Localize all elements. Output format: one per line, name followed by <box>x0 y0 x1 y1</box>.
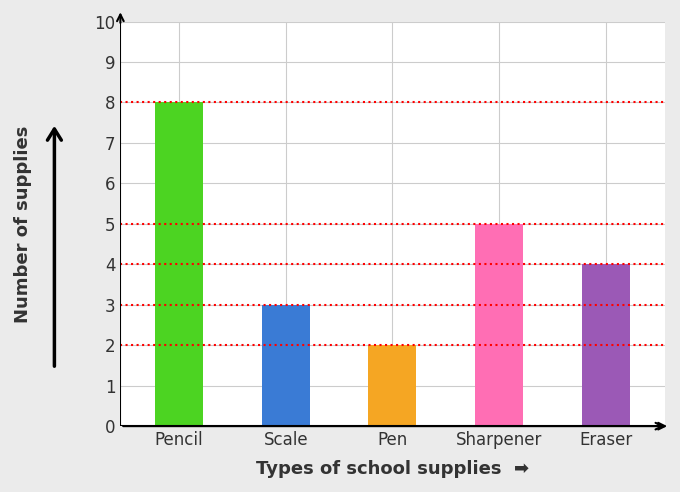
Bar <box>475 224 523 426</box>
Bar <box>582 264 630 426</box>
X-axis label: Types of school supplies  ➡: Types of school supplies ➡ <box>256 460 529 478</box>
Bar <box>262 305 310 426</box>
Y-axis label: Number of supplies: Number of supplies <box>14 125 32 323</box>
Bar <box>155 102 203 426</box>
Bar <box>369 345 416 426</box>
